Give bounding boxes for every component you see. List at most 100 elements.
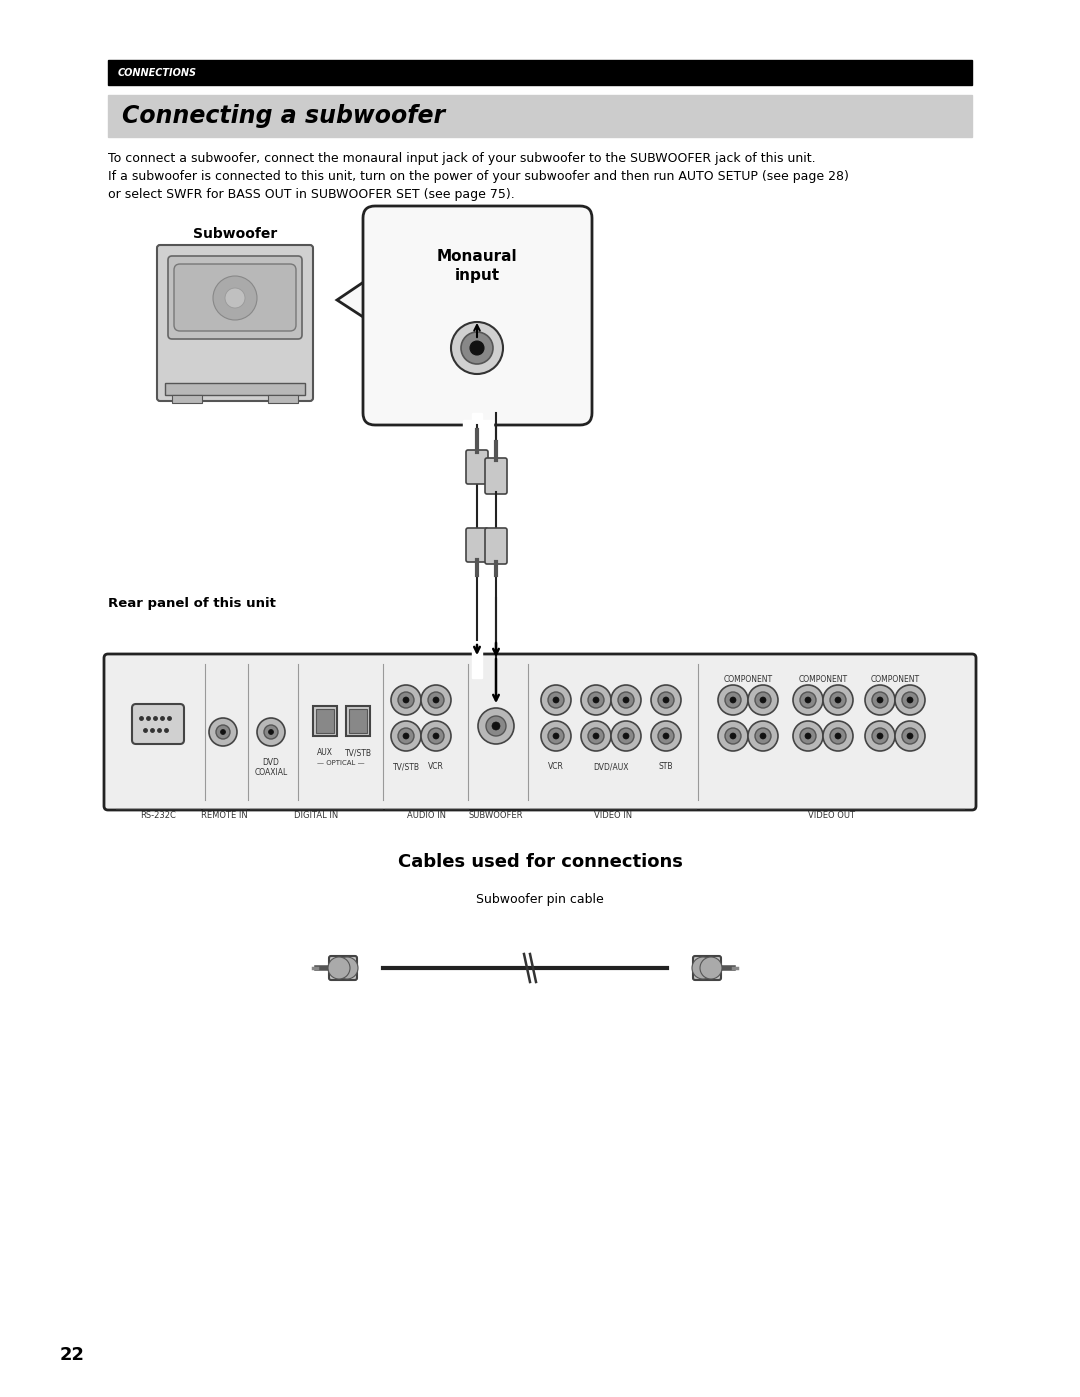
Text: COMPONENT: COMPONENT <box>724 676 772 685</box>
Circle shape <box>421 685 451 715</box>
Circle shape <box>220 729 226 735</box>
Circle shape <box>618 692 634 708</box>
FancyBboxPatch shape <box>174 264 296 331</box>
Circle shape <box>872 728 888 745</box>
Circle shape <box>651 721 681 752</box>
Circle shape <box>865 685 895 715</box>
Circle shape <box>663 697 669 703</box>
Circle shape <box>428 728 444 745</box>
Bar <box>268 395 298 402</box>
Polygon shape <box>337 272 377 326</box>
Circle shape <box>581 685 611 715</box>
Text: Cables used for connections: Cables used for connections <box>397 854 683 870</box>
Text: or select SWFR for BASS OUT in SUBWOOFER SET (see page 75).: or select SWFR for BASS OUT in SUBWOOFER… <box>108 189 515 201</box>
Circle shape <box>823 685 853 715</box>
FancyBboxPatch shape <box>465 450 488 483</box>
Text: RS-232C: RS-232C <box>140 812 176 820</box>
Text: — OPTICAL —: — OPTICAL — <box>318 760 365 766</box>
Text: If a subwoofer is connected to this unit, turn on the power of your subwoofer an: If a subwoofer is connected to this unit… <box>108 170 849 183</box>
Circle shape <box>805 733 811 739</box>
Circle shape <box>421 721 451 752</box>
Circle shape <box>877 733 883 739</box>
Bar <box>172 395 202 402</box>
Text: DIGITAL IN: DIGITAL IN <box>294 812 338 820</box>
Circle shape <box>793 685 823 715</box>
Circle shape <box>872 692 888 708</box>
Text: 22: 22 <box>59 1345 84 1363</box>
FancyBboxPatch shape <box>465 528 488 562</box>
Circle shape <box>658 728 674 745</box>
Circle shape <box>492 722 500 731</box>
Circle shape <box>553 697 559 703</box>
Circle shape <box>541 721 571 752</box>
Circle shape <box>257 718 285 746</box>
Circle shape <box>216 725 230 739</box>
Circle shape <box>391 721 421 752</box>
Circle shape <box>877 697 883 703</box>
Bar <box>165 383 305 395</box>
Bar <box>108 60 972 85</box>
Circle shape <box>730 697 735 703</box>
Bar <box>346 705 370 736</box>
Text: Monaural
input: Monaural input <box>436 249 517 282</box>
Circle shape <box>718 685 748 715</box>
Circle shape <box>328 957 350 979</box>
FancyBboxPatch shape <box>168 256 302 339</box>
Circle shape <box>461 332 492 365</box>
Text: To connect a subwoofer, connect the monaural input jack of your subwoofer to the: To connect a subwoofer, connect the mona… <box>108 152 815 165</box>
Circle shape <box>831 728 846 745</box>
Circle shape <box>651 685 681 715</box>
Circle shape <box>760 697 766 703</box>
Circle shape <box>658 692 674 708</box>
Circle shape <box>213 277 257 320</box>
Text: COMPONENT: COMPONENT <box>798 676 848 685</box>
Circle shape <box>730 733 735 739</box>
Circle shape <box>718 721 748 752</box>
Text: VCR: VCR <box>428 761 444 771</box>
FancyBboxPatch shape <box>363 205 592 425</box>
Circle shape <box>470 341 484 355</box>
Circle shape <box>210 718 237 746</box>
Circle shape <box>831 692 846 708</box>
Circle shape <box>451 321 503 374</box>
Circle shape <box>433 697 438 703</box>
Text: DVD
COAXIAL: DVD COAXIAL <box>255 759 287 777</box>
Circle shape <box>553 733 559 739</box>
Circle shape <box>336 957 357 979</box>
Text: VIDEO OUT: VIDEO OUT <box>809 812 855 820</box>
Text: Connecting a subwoofer: Connecting a subwoofer <box>122 103 445 129</box>
Circle shape <box>403 697 409 703</box>
Circle shape <box>895 721 924 752</box>
Circle shape <box>399 692 414 708</box>
Circle shape <box>611 721 642 752</box>
Circle shape <box>748 721 778 752</box>
FancyBboxPatch shape <box>693 956 721 981</box>
Circle shape <box>478 708 514 745</box>
Bar <box>463 420 492 620</box>
Circle shape <box>611 685 642 715</box>
FancyBboxPatch shape <box>329 956 357 981</box>
Circle shape <box>391 685 421 715</box>
Bar <box>349 710 367 733</box>
Circle shape <box>725 728 741 745</box>
Circle shape <box>618 728 634 745</box>
Circle shape <box>805 697 811 703</box>
Circle shape <box>548 692 564 708</box>
Circle shape <box>865 721 895 752</box>
Circle shape <box>593 697 599 703</box>
Text: VCR: VCR <box>548 761 564 771</box>
Circle shape <box>269 729 273 735</box>
Circle shape <box>895 685 924 715</box>
Circle shape <box>588 692 604 708</box>
Circle shape <box>588 728 604 745</box>
Bar <box>313 705 337 736</box>
Text: TV/STB: TV/STB <box>345 747 372 757</box>
FancyBboxPatch shape <box>485 458 507 495</box>
Text: REMOTE IN: REMOTE IN <box>201 812 248 820</box>
Circle shape <box>593 733 599 739</box>
Text: TV/STB: TV/STB <box>392 761 419 771</box>
Circle shape <box>755 692 771 708</box>
Text: STB: STB <box>659 761 673 771</box>
Circle shape <box>692 957 714 979</box>
Text: AUDIO IN: AUDIO IN <box>407 812 446 820</box>
